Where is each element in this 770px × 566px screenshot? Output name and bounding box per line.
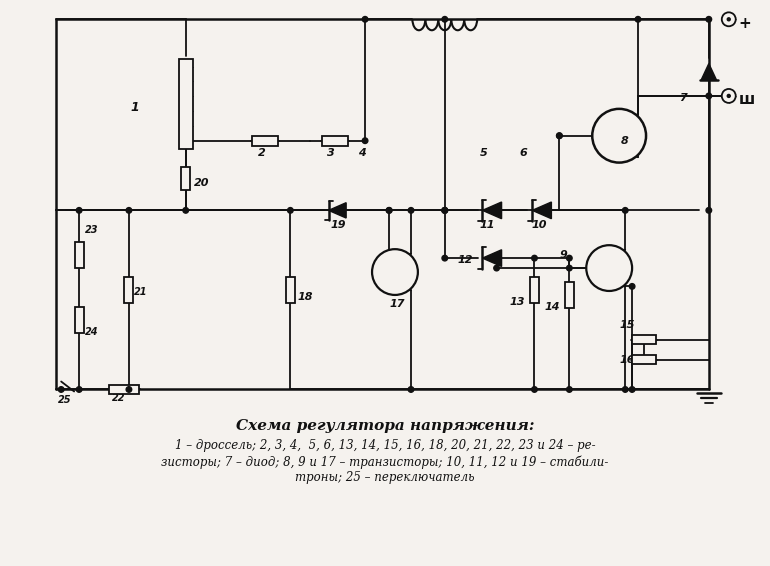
Circle shape	[727, 95, 730, 97]
Circle shape	[408, 387, 413, 392]
Circle shape	[721, 12, 735, 26]
Text: 24: 24	[85, 327, 99, 337]
Text: троны; 25 – переключатель: троны; 25 – переключатель	[295, 471, 475, 484]
Text: 4: 4	[358, 148, 366, 157]
Text: 23: 23	[85, 225, 99, 235]
Circle shape	[76, 387, 82, 392]
Text: 14: 14	[544, 302, 560, 312]
Circle shape	[76, 208, 82, 213]
Circle shape	[372, 249, 418, 295]
Circle shape	[494, 265, 500, 271]
Circle shape	[567, 265, 572, 271]
Circle shape	[362, 138, 368, 144]
Circle shape	[567, 387, 572, 392]
Bar	[109, 385, 139, 394]
Text: 7: 7	[679, 93, 687, 103]
Circle shape	[126, 208, 132, 213]
Circle shape	[387, 208, 392, 213]
Circle shape	[442, 208, 447, 213]
Circle shape	[183, 208, 189, 213]
Bar	[179, 59, 192, 149]
Circle shape	[635, 16, 641, 22]
Text: 11: 11	[480, 220, 495, 230]
Text: 2: 2	[257, 148, 265, 157]
Text: 19: 19	[330, 220, 346, 230]
Circle shape	[557, 133, 562, 139]
Circle shape	[706, 208, 711, 213]
Text: 3: 3	[327, 148, 335, 157]
Polygon shape	[532, 202, 551, 218]
Bar	[181, 166, 190, 190]
Circle shape	[721, 89, 735, 103]
Circle shape	[567, 255, 572, 261]
Text: зисторы; 7 – диод; 8, 9 и 17 – транзисторы; 10, 11, 12 и 19 – стабили-: зисторы; 7 – диод; 8, 9 и 17 – транзисто…	[161, 455, 609, 469]
Text: 9: 9	[559, 250, 567, 260]
Text: 1 – дроссель; 2, 3, 4,  5, 6, 13, 14, 15, 16, 18, 20, 21, 22, 23 и 24 – ре-: 1 – дроссель; 2, 3, 4, 5, 6, 13, 14, 15,…	[175, 439, 595, 452]
Circle shape	[622, 387, 628, 392]
Text: 1: 1	[131, 101, 139, 114]
Text: 15: 15	[619, 320, 634, 330]
Circle shape	[586, 245, 632, 291]
Polygon shape	[483, 250, 501, 267]
Text: 16: 16	[619, 355, 634, 365]
Bar	[286, 277, 295, 303]
Circle shape	[706, 93, 711, 98]
Circle shape	[126, 387, 132, 392]
Circle shape	[442, 16, 447, 22]
Circle shape	[592, 109, 646, 162]
Polygon shape	[483, 202, 501, 218]
Bar	[322, 136, 348, 145]
Circle shape	[59, 387, 64, 392]
Polygon shape	[701, 63, 717, 80]
Text: 5: 5	[480, 148, 487, 157]
Circle shape	[287, 208, 293, 213]
Circle shape	[727, 18, 730, 21]
Text: 17: 17	[390, 299, 406, 309]
Circle shape	[387, 208, 392, 213]
Circle shape	[531, 255, 537, 261]
Bar	[125, 277, 133, 303]
Text: 25: 25	[59, 396, 72, 405]
Text: 12: 12	[457, 255, 474, 265]
Text: 10: 10	[531, 220, 547, 230]
Circle shape	[706, 16, 711, 22]
Bar	[530, 277, 539, 303]
Circle shape	[629, 284, 635, 289]
Circle shape	[442, 208, 447, 213]
Circle shape	[362, 16, 368, 22]
Circle shape	[531, 387, 537, 392]
Bar	[565, 282, 574, 308]
Text: 18: 18	[297, 292, 313, 302]
Bar	[75, 242, 84, 268]
Text: 8: 8	[621, 136, 629, 145]
Circle shape	[494, 255, 500, 261]
Text: Схема регулятора напряжения:: Схема регулятора напряжения:	[236, 419, 534, 434]
Bar	[75, 307, 84, 333]
Circle shape	[340, 208, 345, 213]
Circle shape	[408, 208, 413, 213]
Bar	[632, 335, 656, 344]
Circle shape	[557, 133, 562, 139]
Circle shape	[629, 387, 635, 392]
Circle shape	[442, 255, 447, 261]
Text: 6: 6	[520, 148, 527, 157]
Text: 20: 20	[194, 178, 209, 188]
Circle shape	[622, 208, 628, 213]
Bar	[632, 355, 656, 364]
Bar	[253, 136, 279, 145]
Text: 13: 13	[510, 297, 525, 307]
Text: 22: 22	[112, 393, 126, 404]
Text: 21: 21	[134, 287, 147, 297]
Text: ш: ш	[738, 92, 755, 108]
Text: +: +	[738, 16, 752, 31]
Polygon shape	[329, 203, 347, 218]
Circle shape	[442, 208, 447, 213]
